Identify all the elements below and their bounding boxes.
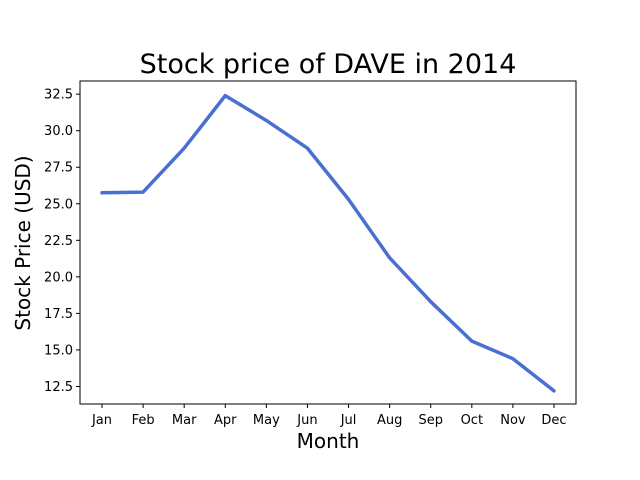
x-tick-label: Jul (340, 413, 357, 428)
x-tick-label: Dec (541, 413, 566, 428)
y-tick-label: 32.5 (44, 88, 73, 103)
y-tick-label: 20.0 (44, 270, 73, 285)
y-tick-label: 27.5 (44, 161, 73, 176)
x-tick-label: Jan (91, 413, 112, 428)
series-lines (100, 93, 556, 393)
y-tick-label: 30.0 (44, 124, 73, 139)
chart-title: Stock price of DAVE in 2014 (140, 49, 517, 80)
x-tick-label: Aug (377, 413, 402, 428)
y-tick-label: 25.0 (44, 197, 73, 212)
y-axis-label: Stock Price (USD) (11, 155, 35, 330)
x-axis-ticks: Jan Feb Mar Apr May Jun Jul Aug Sep Oct Nov Dec (91, 404, 567, 428)
x-tick-label: Oct (461, 413, 483, 428)
x-tick-label: Feb (132, 413, 155, 428)
plot-area: 12.5 15.0 17.5 20.0 22.5 25.0 27.5 30.0 32.5 Jan… (44, 80, 577, 428)
y-tick-label: 12.5 (44, 380, 73, 395)
y-axis-ticks: 12.5 15.0 17.5 20.0 22.5 25.0 27.5 30.0 32.5 (44, 88, 80, 395)
plot-frame (79, 80, 577, 405)
x-tick-label: Apr (214, 413, 237, 428)
x-tick-label: May (253, 413, 280, 428)
x-tick-label: Mar (172, 413, 197, 428)
y-tick-label: 17.5 (44, 307, 73, 322)
y-tick-label: 15.0 (44, 343, 73, 358)
y-tick-label: 22.5 (44, 234, 73, 249)
x-axis-label: Month (297, 429, 360, 453)
x-tick-label: Nov (500, 413, 526, 428)
series-line (100, 93, 556, 393)
x-tick-label: Sep (418, 413, 443, 428)
x-tick-label: Jun (296, 413, 317, 428)
